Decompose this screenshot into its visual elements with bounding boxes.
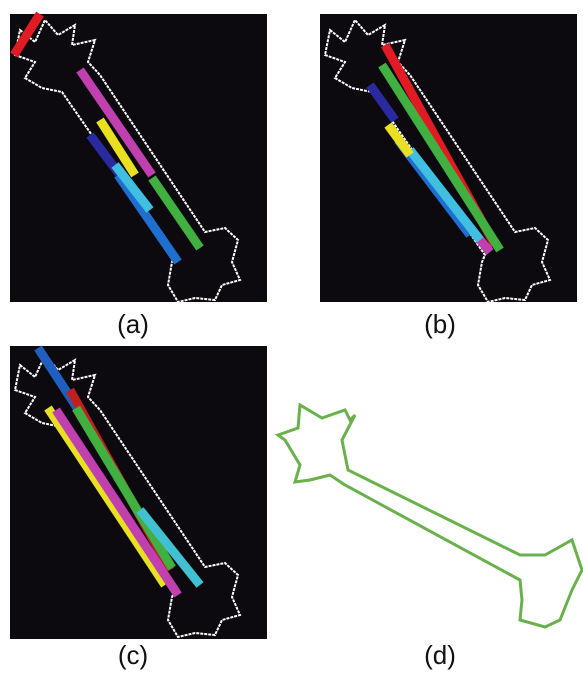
panel-c	[10, 346, 267, 639]
panel-background	[10, 346, 267, 639]
panel-label: (d)	[424, 640, 456, 670]
panel-label: (b)	[424, 309, 456, 339]
panel-label: (a)	[117, 309, 149, 339]
panel-d	[278, 405, 582, 627]
panel-label: (c)	[118, 640, 148, 670]
wrench-contour	[278, 405, 582, 627]
panel-a	[10, 14, 267, 302]
figure: (a) (b) (c) (d)	[0, 0, 583, 673]
panel-b	[320, 14, 577, 302]
